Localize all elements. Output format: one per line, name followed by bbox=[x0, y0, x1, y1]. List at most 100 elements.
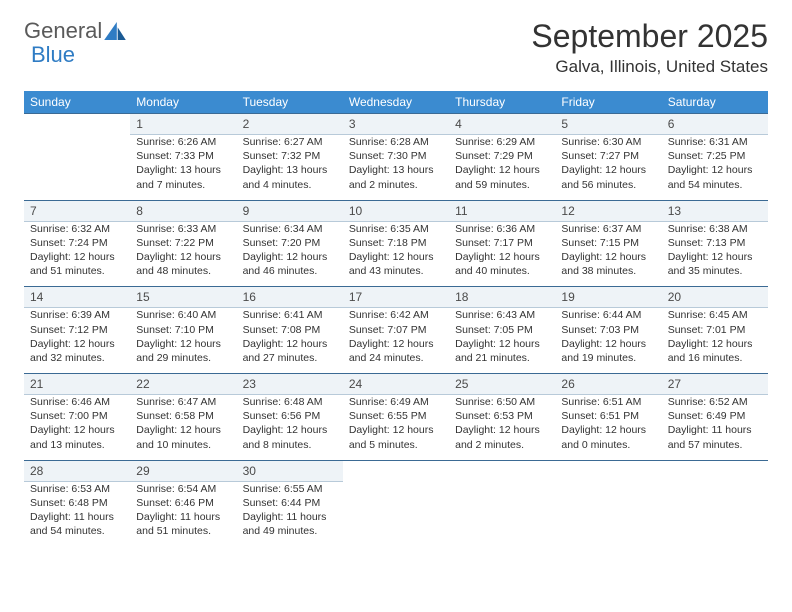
day-content-cell bbox=[343, 481, 449, 546]
day-content-cell: Sunrise: 6:39 AMSunset: 7:12 PMDaylight:… bbox=[24, 308, 130, 374]
day-number-cell: 26 bbox=[555, 374, 661, 395]
day-number-cell bbox=[555, 460, 661, 481]
daylight-text: Daylight: 12 hours and 19 minutes. bbox=[561, 337, 655, 365]
sunset-text: Sunset: 7:10 PM bbox=[136, 323, 230, 337]
day-number-cell: 19 bbox=[555, 287, 661, 308]
sunrise-text: Sunrise: 6:40 AM bbox=[136, 308, 230, 322]
sunrise-text: Sunrise: 6:30 AM bbox=[561, 135, 655, 149]
day-number-cell: 11 bbox=[449, 200, 555, 221]
sunset-text: Sunset: 6:55 PM bbox=[349, 409, 443, 423]
sunset-text: Sunset: 7:00 PM bbox=[30, 409, 124, 423]
day-number-cell: 25 bbox=[449, 374, 555, 395]
day-number-cell: 3 bbox=[343, 114, 449, 135]
daylight-text: Daylight: 12 hours and 48 minutes. bbox=[136, 250, 230, 278]
day-number-cell: 1 bbox=[130, 114, 236, 135]
sunrise-text: Sunrise: 6:52 AM bbox=[668, 395, 762, 409]
daylight-text: Daylight: 12 hours and 51 minutes. bbox=[30, 250, 124, 278]
sunrise-text: Sunrise: 6:43 AM bbox=[455, 308, 549, 322]
day-number-cell: 13 bbox=[662, 200, 768, 221]
day-content-cell: Sunrise: 6:47 AMSunset: 6:58 PMDaylight:… bbox=[130, 395, 236, 461]
sunset-text: Sunset: 7:01 PM bbox=[668, 323, 762, 337]
day-content-cell: Sunrise: 6:27 AMSunset: 7:32 PMDaylight:… bbox=[237, 135, 343, 201]
sunset-text: Sunset: 7:05 PM bbox=[455, 323, 549, 337]
day-number-cell: 22 bbox=[130, 374, 236, 395]
sunrise-text: Sunrise: 6:49 AM bbox=[349, 395, 443, 409]
day-number-cell: 2 bbox=[237, 114, 343, 135]
location-text: Galva, Illinois, United States bbox=[531, 57, 768, 77]
daylight-text: Daylight: 12 hours and 27 minutes. bbox=[243, 337, 337, 365]
day-content-cell bbox=[555, 481, 661, 546]
day-content-cell: Sunrise: 6:51 AMSunset: 6:51 PMDaylight:… bbox=[555, 395, 661, 461]
sunrise-text: Sunrise: 6:50 AM bbox=[455, 395, 549, 409]
sunrise-text: Sunrise: 6:28 AM bbox=[349, 135, 443, 149]
day-number-cell: 4 bbox=[449, 114, 555, 135]
sunrise-text: Sunrise: 6:42 AM bbox=[349, 308, 443, 322]
sunset-text: Sunset: 7:07 PM bbox=[349, 323, 443, 337]
day-content-row: Sunrise: 6:39 AMSunset: 7:12 PM Daylight:… bbox=[24, 308, 768, 374]
month-title: September 2025 bbox=[531, 18, 768, 55]
day-number-cell: 8 bbox=[130, 200, 236, 221]
daylight-text: Daylight: 12 hours and 10 minutes. bbox=[136, 423, 230, 451]
day-content-cell: Sunrise: 6:45 AMSunset: 7:01 PMDaylight:… bbox=[662, 308, 768, 374]
sunset-text: Sunset: 6:51 PM bbox=[561, 409, 655, 423]
sunset-text: Sunset: 7:12 PM bbox=[30, 323, 124, 337]
day-content-cell: Sunrise: 6:43 AMSunset: 7:05 PMDaylight:… bbox=[449, 308, 555, 374]
day-content-cell: Sunrise: 6:54 AMSunset: 6:46 PMDaylight:… bbox=[130, 481, 236, 546]
day-content-cell: Sunrise: 6:34 AMSunset: 7:20 PMDaylight:… bbox=[237, 221, 343, 287]
sunrise-text: Sunrise: 6:35 AM bbox=[349, 222, 443, 236]
sunrise-text: Sunrise: 6:44 AM bbox=[561, 308, 655, 322]
day-number-cell: 7 bbox=[24, 200, 130, 221]
day-number-row: 282930 bbox=[24, 460, 768, 481]
day-number-row: 14151617181920 bbox=[24, 287, 768, 308]
daylight-text: Daylight: 12 hours and 2 minutes. bbox=[455, 423, 549, 451]
sunrise-text: Sunrise: 6:27 AM bbox=[243, 135, 337, 149]
day-content-cell: Sunrise: 6:36 AMSunset: 7:17 PMDaylight:… bbox=[449, 221, 555, 287]
day-content-cell: Sunrise: 6:30 AMSunset: 7:27 PMDaylight:… bbox=[555, 135, 661, 201]
sunset-text: Sunset: 7:27 PM bbox=[561, 149, 655, 163]
sail-icon bbox=[104, 22, 126, 40]
sunset-text: Sunset: 6:58 PM bbox=[136, 409, 230, 423]
sunrise-text: Sunrise: 6:32 AM bbox=[30, 222, 124, 236]
sunrise-text: Sunrise: 6:53 AM bbox=[30, 482, 124, 496]
day-content-cell: Sunrise: 6:41 AMSunset: 7:08 PMDaylight:… bbox=[237, 308, 343, 374]
weekday-header: Sunday bbox=[24, 91, 130, 114]
weekday-header: Wednesday bbox=[343, 91, 449, 114]
daylight-text: Daylight: 12 hours and 35 minutes. bbox=[668, 250, 762, 278]
sunset-text: Sunset: 7:25 PM bbox=[668, 149, 762, 163]
day-content-cell: Sunrise: 6:37 AMSunset: 7:15 PMDaylight:… bbox=[555, 221, 661, 287]
daylight-text: Daylight: 12 hours and 16 minutes. bbox=[668, 337, 762, 365]
sunset-text: Sunset: 7:30 PM bbox=[349, 149, 443, 163]
day-content-row: Sunrise: 6:46 AMSunset: 7:00 PMDaylight:… bbox=[24, 395, 768, 461]
day-content-cell bbox=[449, 481, 555, 546]
day-number-cell: 18 bbox=[449, 287, 555, 308]
sunset-text: Sunset: 7:33 PM bbox=[136, 149, 230, 163]
sunset-text: Sunset: 7:03 PM bbox=[561, 323, 655, 337]
day-number-cell: 29 bbox=[130, 460, 236, 481]
daylight-text: Daylight: 11 hours and 51 minutes. bbox=[136, 510, 230, 538]
daylight-text: Daylight: 12 hours and 43 minutes. bbox=[349, 250, 443, 278]
weekday-header: Tuesday bbox=[237, 91, 343, 114]
sunrise-text: Sunrise: 6:51 AM bbox=[561, 395, 655, 409]
daylight-text: Daylight: 12 hours and 5 minutes. bbox=[349, 423, 443, 451]
sunrise-text: Sunrise: 6:37 AM bbox=[561, 222, 655, 236]
sunrise-text: Sunrise: 6:38 AM bbox=[668, 222, 762, 236]
daylight-text: Daylight: 12 hours and 46 minutes. bbox=[243, 250, 337, 278]
sunrise-text: Sunrise: 6:39 AM bbox=[30, 308, 124, 322]
calendar-table: SundayMondayTuesdayWednesdayThursdayFrid… bbox=[24, 91, 768, 546]
sunset-text: Sunset: 7:13 PM bbox=[668, 236, 762, 250]
day-content-cell: Sunrise: 6:44 AMSunset: 7:03 PMDaylight:… bbox=[555, 308, 661, 374]
day-content-cell: Sunrise: 6:33 AMSunset: 7:22 PMDaylight:… bbox=[130, 221, 236, 287]
daylight-text: Daylight: 12 hours and 13 minutes. bbox=[30, 423, 124, 451]
sunset-text: Sunset: 7:32 PM bbox=[243, 149, 337, 163]
daylight-text: Daylight: 13 hours and 7 minutes. bbox=[136, 163, 230, 191]
day-number-cell: 21 bbox=[24, 374, 130, 395]
daylight-text: Daylight: 12 hours and 54 minutes. bbox=[668, 163, 762, 191]
sunrise-text: Sunrise: 6:46 AM bbox=[30, 395, 124, 409]
daylight-text: Daylight: 12 hours and 56 minutes. bbox=[561, 163, 655, 191]
logo: General bbox=[24, 18, 126, 44]
day-number-cell bbox=[24, 114, 130, 135]
day-number-cell: 27 bbox=[662, 374, 768, 395]
day-content-cell: Sunrise: 6:42 AMSunset: 7:07 PMDaylight:… bbox=[343, 308, 449, 374]
day-content-cell bbox=[662, 481, 768, 546]
sunset-text: Sunset: 6:48 PM bbox=[30, 496, 124, 510]
